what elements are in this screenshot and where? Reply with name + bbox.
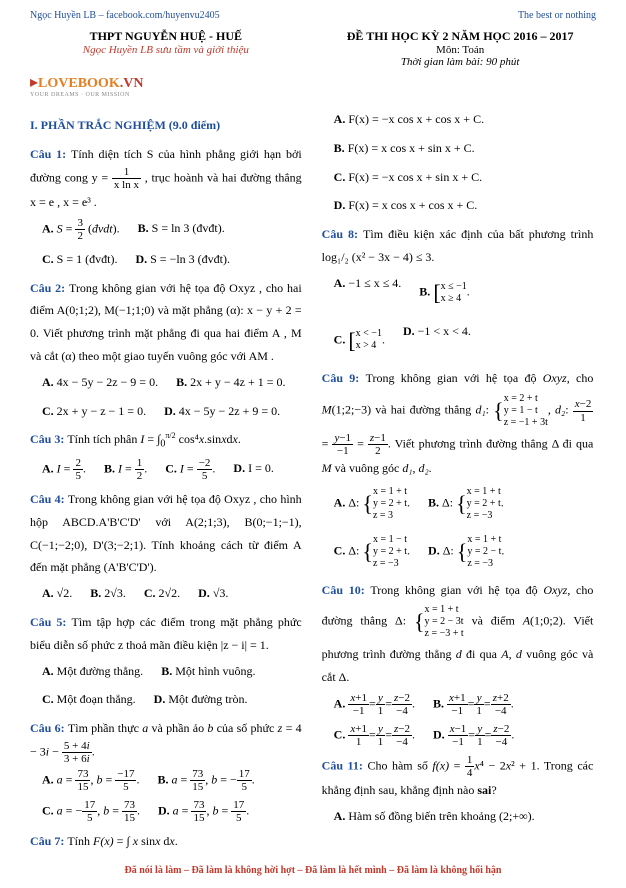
subtitle: Ngọc Huyền LB sưu tầm và giới thiệu bbox=[30, 44, 302, 56]
question-1: Câu 1: Tính diện tích S của hình phẳng g… bbox=[30, 143, 302, 214]
section-title: I. PHẦN TRẮC NGHIỆM (9.0 điểm) bbox=[30, 114, 302, 137]
question-11: Câu 11: Cho hàm số f(x) = 14x⁴ − 2x² + 1… bbox=[322, 754, 594, 802]
exam-time: Thời gian làm bài: 90 phút bbox=[324, 56, 596, 68]
question-3: Câu 3: Tính tích phân I = ∫0π/2 cos⁴x.si… bbox=[30, 428, 302, 453]
question-9: Câu 9: Trong không gian với hệ tọa độ Ox… bbox=[322, 367, 594, 480]
question-5: Câu 5: Tìm tập hợp các điểm trong mặt ph… bbox=[30, 611, 302, 657]
question-6: Câu 6: Tìm phần thực a và phần ảo b của … bbox=[30, 717, 302, 765]
header-left: Ngọc Huyền LB – facebook.com/huyenvu2405 bbox=[30, 10, 220, 21]
question-8: Câu 8: Tìm điều kiện xác định của bất ph… bbox=[322, 223, 594, 269]
question-4: Câu 4: Trong không gian với hệ tọa độ Ox… bbox=[30, 488, 302, 579]
logo: ▸LOVEBOOK.VN YOUR DREAMS · OUR MISSION bbox=[30, 72, 596, 98]
footer: Đã nói là làm – Đã làm là không hời hợt … bbox=[30, 865, 596, 876]
right-column: A. F(x) = −x cos x + cos x + C. B. F(x) … bbox=[322, 108, 594, 853]
left-column: I. PHẦN TRẮC NGHIỆM (9.0 điểm) Câu 1: Tí… bbox=[30, 108, 302, 853]
school-name: THPT NGUYỄN HUỆ - HUẾ bbox=[30, 29, 302, 44]
question-7: Câu 7: Tính F(x) = ∫ x sinx dx. bbox=[30, 830, 302, 853]
exam-title: ĐỀ THI HỌC KỲ 2 NĂM HỌC 2016 – 2017 bbox=[324, 29, 596, 44]
question-2: Câu 2: Trong không gian với hệ tọa độ Ox… bbox=[30, 277, 302, 368]
subject: Môn: Toán bbox=[324, 44, 596, 56]
question-10: Câu 10: Trong không gian với hệ tọa độ O… bbox=[322, 579, 594, 689]
header-right: The best or nothing bbox=[518, 10, 596, 21]
